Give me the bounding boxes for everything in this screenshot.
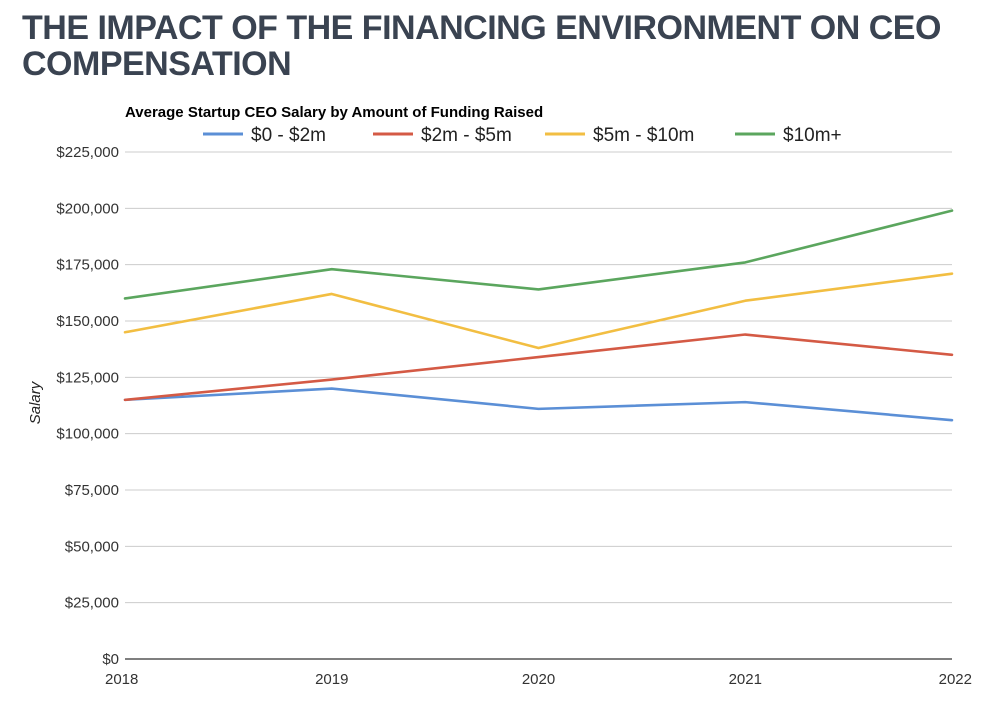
y-tick-label: $100,000 <box>56 426 119 443</box>
series-line-3 <box>123 272 954 350</box>
y-axis: $0 $25,000 $50,000 $75,000 $100,000 $125,000 $… <box>56 144 119 668</box>
x-tick-label: 2020 <box>522 671 555 688</box>
y-tick-label: $125,000 <box>56 369 119 386</box>
x-tick-label: 2019 <box>315 671 348 688</box>
legend: $0 - $2m $2m - $5m $5m - $10m $10m+ <box>203 125 842 146</box>
legend-label: $2m - $5m <box>421 125 512 146</box>
y-tick-label: $75,000 <box>65 482 119 499</box>
series-line-1 <box>123 387 954 422</box>
page-title: THE IMPACT OF THE FINANCING ENVIRONMENT … <box>22 9 941 83</box>
x-tick-label: 2018 <box>105 671 138 688</box>
gridlines <box>125 151 952 660</box>
y-tick-label: $175,000 <box>56 257 119 274</box>
y-tick-label: $225,000 <box>56 144 119 161</box>
series-line-4 <box>123 209 954 300</box>
legend-label: $10m+ <box>783 125 842 146</box>
chart-title: Average Startup CEO Salary by Amount of … <box>125 104 543 121</box>
y-tick-label: $0 <box>102 651 119 668</box>
y-tick-label: $25,000 <box>65 595 119 612</box>
x-axis: 2018 2019 2020 2021 2022 <box>105 671 972 688</box>
y-tick-label: $50,000 <box>65 538 119 555</box>
x-tick-label: 2022 <box>939 671 972 688</box>
series-layer <box>123 209 954 422</box>
y-axis-title: Salary <box>27 380 44 424</box>
series-line-2 <box>123 333 954 402</box>
y-tick-label: $150,000 <box>56 313 119 330</box>
x-tick-label: 2021 <box>729 671 762 688</box>
legend-label: $0 - $2m <box>251 125 326 146</box>
y-tick-label: $200,000 <box>56 200 119 217</box>
legend-label: $5m - $10m <box>593 125 694 146</box>
